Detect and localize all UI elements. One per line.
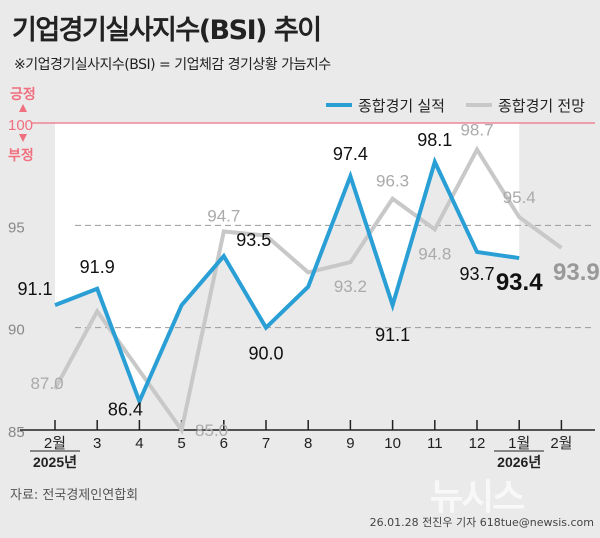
positive-label: 긍정 [10, 86, 36, 102]
x-tick-label: 5 [177, 435, 185, 452]
down-triangle-icon [19, 134, 27, 142]
x-tick-label: 9 [346, 435, 354, 452]
forecast-data-label: 93.2 [334, 277, 367, 296]
watermark-logo: 뉴시스 [430, 477, 525, 518]
x-tick-label: 12 [469, 435, 486, 452]
up-triangle-icon [19, 104, 27, 112]
actual-data-label: 97.4 [333, 144, 368, 164]
actual-data-label: 93.5 [236, 230, 271, 250]
x-tick-label: 8 [304, 435, 312, 452]
actual-line [54, 156, 520, 407]
forecast-data-label: 93.9 [553, 259, 600, 286]
actual-data-label: 91.1 [375, 325, 410, 345]
x-tick-label: 2월 [550, 435, 572, 452]
negative-label: 부정 [8, 147, 34, 163]
y-tick-label: 95 [8, 219, 25, 236]
year-label: 2025년 [33, 454, 77, 470]
x-tick-label: 4 [135, 435, 143, 452]
actual-data-label: 86.4 [108, 399, 143, 419]
forecast-data-label: 96.3 [376, 172, 409, 191]
legend-forecast-label: 종합경기 전망 [498, 98, 585, 115]
actual-data-label: 91.9 [80, 257, 115, 277]
x-tick-label: 6 [220, 435, 228, 452]
forecast-data-label: 95.4 [503, 188, 536, 207]
year-label: 2026년 [497, 454, 541, 470]
forecast-data-label: 94.8 [418, 244, 451, 263]
y-tick-label: 85 [8, 424, 25, 441]
forecast-data-label: 98.7 [460, 121, 493, 140]
y-tick-label: 100 [8, 117, 33, 134]
plot-highlight-area [55, 123, 520, 402]
x-tick-label: 10 [384, 435, 401, 452]
actual-data-label: 93.4 [496, 269, 543, 296]
chart-title: 기업경기실사지수(BSI) 추이 [12, 15, 322, 46]
actual-data-label: 93.7 [459, 264, 494, 284]
credit-line: 26.01.28 전진우 기자 618tue@newsis.com [369, 516, 594, 529]
actual-data-label: 91.1 [17, 279, 52, 299]
forecast-data-label: 87.0 [30, 374, 63, 393]
x-tick-label: 2월 [44, 435, 66, 452]
chart-subtitle: ※기업경기실사지수(BSI) = 기업체감 경기상황 가늠지수 [14, 57, 331, 73]
forecast-data-label: 85.0 [195, 421, 228, 440]
actual-data-label: 90.0 [248, 344, 283, 364]
x-tick-label: 1월 [508, 435, 530, 452]
y-tick-label: 90 [8, 322, 25, 339]
x-tick-label: 3 [93, 435, 101, 452]
x-tick-label: 11 [427, 435, 443, 452]
forecast-line [53, 145, 563, 435]
actual-data-label: 98.1 [417, 130, 452, 150]
source-note: 자료: 전국경제인연합회 [10, 488, 139, 503]
forecast-data-label: 94.7 [207, 206, 240, 225]
x-tick-label: 7 [262, 435, 270, 452]
legend-actual-label: 종합경기 실적 [358, 98, 445, 115]
